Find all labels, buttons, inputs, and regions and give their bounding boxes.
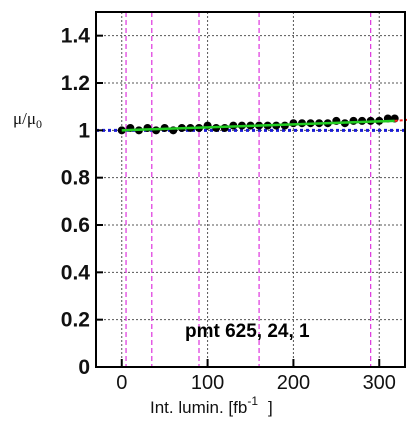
y-tick-label: 1 (78, 119, 90, 142)
y-tick-label: 0.4 (61, 261, 91, 284)
y-tick-label: 0.8 (61, 167, 91, 190)
x-tick-label: 300 (363, 372, 396, 394)
x-axis-ticks: 0 100 200 300 (116, 359, 396, 394)
y-tick-label: 0.2 (61, 309, 90, 332)
y-axis-ticks: 0 0.2 0.4 0.6 0.8 1 1.2 1.4 (61, 25, 103, 379)
fit-line (121, 119, 395, 132)
y-tick-label: 1.2 (61, 72, 90, 95)
plot-frame (95, 11, 406, 368)
x-tick-label: 200 (277, 372, 310, 394)
grid-lines (96, 12, 405, 368)
y-tick-label: 0 (78, 356, 90, 379)
x-tick-label: 0 (116, 372, 127, 394)
y-axis-label: μ/μ0 (13, 109, 42, 131)
x-tick-label: 100 (191, 372, 224, 394)
vertical-marker-lines (125, 12, 372, 367)
chart-annotation: pmt 625, 24, 1 (185, 321, 310, 342)
y-tick-label: 1.4 (61, 25, 91, 48)
x-axis-label: Int. lumin. [fb-1] (150, 394, 273, 417)
y-tick-label: 0.6 (61, 214, 90, 237)
data-point (349, 116, 358, 125)
